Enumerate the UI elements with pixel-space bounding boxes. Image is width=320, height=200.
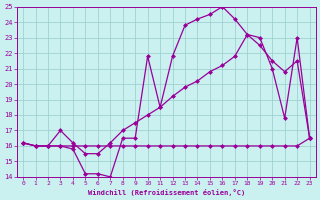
X-axis label: Windchill (Refroidissement éolien,°C): Windchill (Refroidissement éolien,°C) — [88, 189, 245, 196]
